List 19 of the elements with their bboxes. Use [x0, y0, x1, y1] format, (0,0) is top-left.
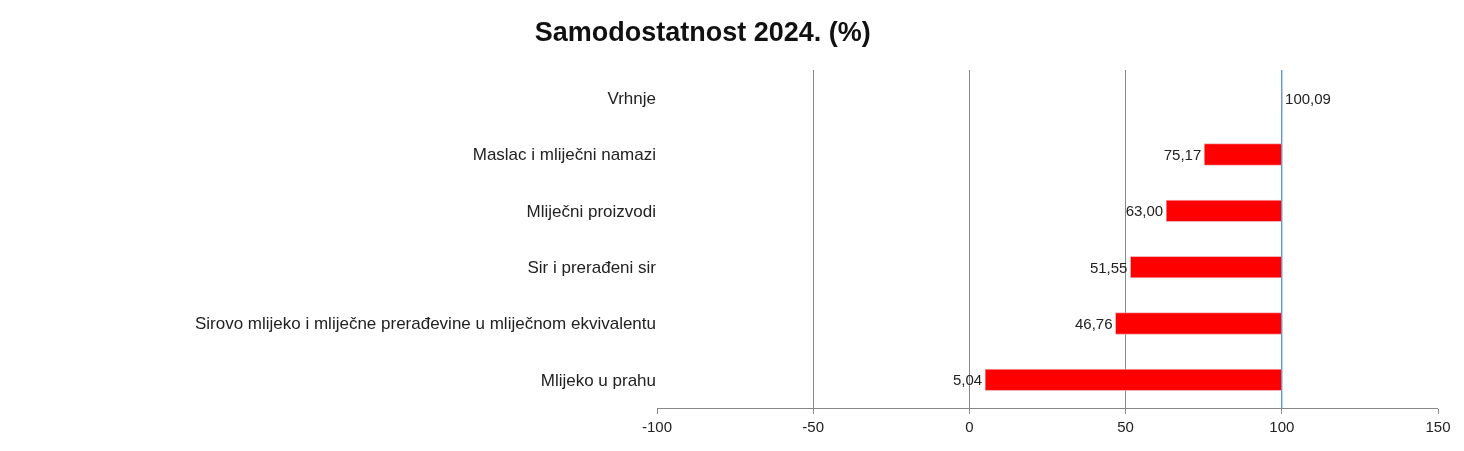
x-tick-label: 50	[1117, 418, 1134, 435]
y-tick-label: Sirovo mlijeko i mliječne prerađevine u mliječnom ekvivalentu	[194, 314, 656, 334]
data-label: 100,09	[1285, 89, 1331, 107]
x-tick-label: 150	[1425, 418, 1451, 435]
data-label: 75,17	[1163, 146, 1202, 163]
data-label: 63,00	[1125, 202, 1164, 220]
chart-title: Samodostatnost 2024. (%)	[534, 17, 871, 48]
x-tick-label: -100	[641, 418, 673, 435]
y-tick-label: Sir i prerađeni sir	[527, 258, 657, 278]
y-tick-label: Maslac i mliječni namazi	[472, 145, 656, 165]
x-tick-label: 100	[1269, 418, 1295, 435]
data-label: 46,76	[1074, 315, 1113, 332]
y-tick-label: Mlijeko u prahu	[540, 370, 656, 390]
y-tick-label: Mliječni proizvodi	[526, 201, 656, 221]
data-label: 51,55	[1089, 258, 1128, 276]
y-tick-label: Vrhnje	[607, 89, 656, 109]
data-label: 5,04	[952, 371, 983, 389]
x-tick-label: -50	[802, 418, 825, 435]
x-tick-label: 0	[965, 418, 974, 435]
